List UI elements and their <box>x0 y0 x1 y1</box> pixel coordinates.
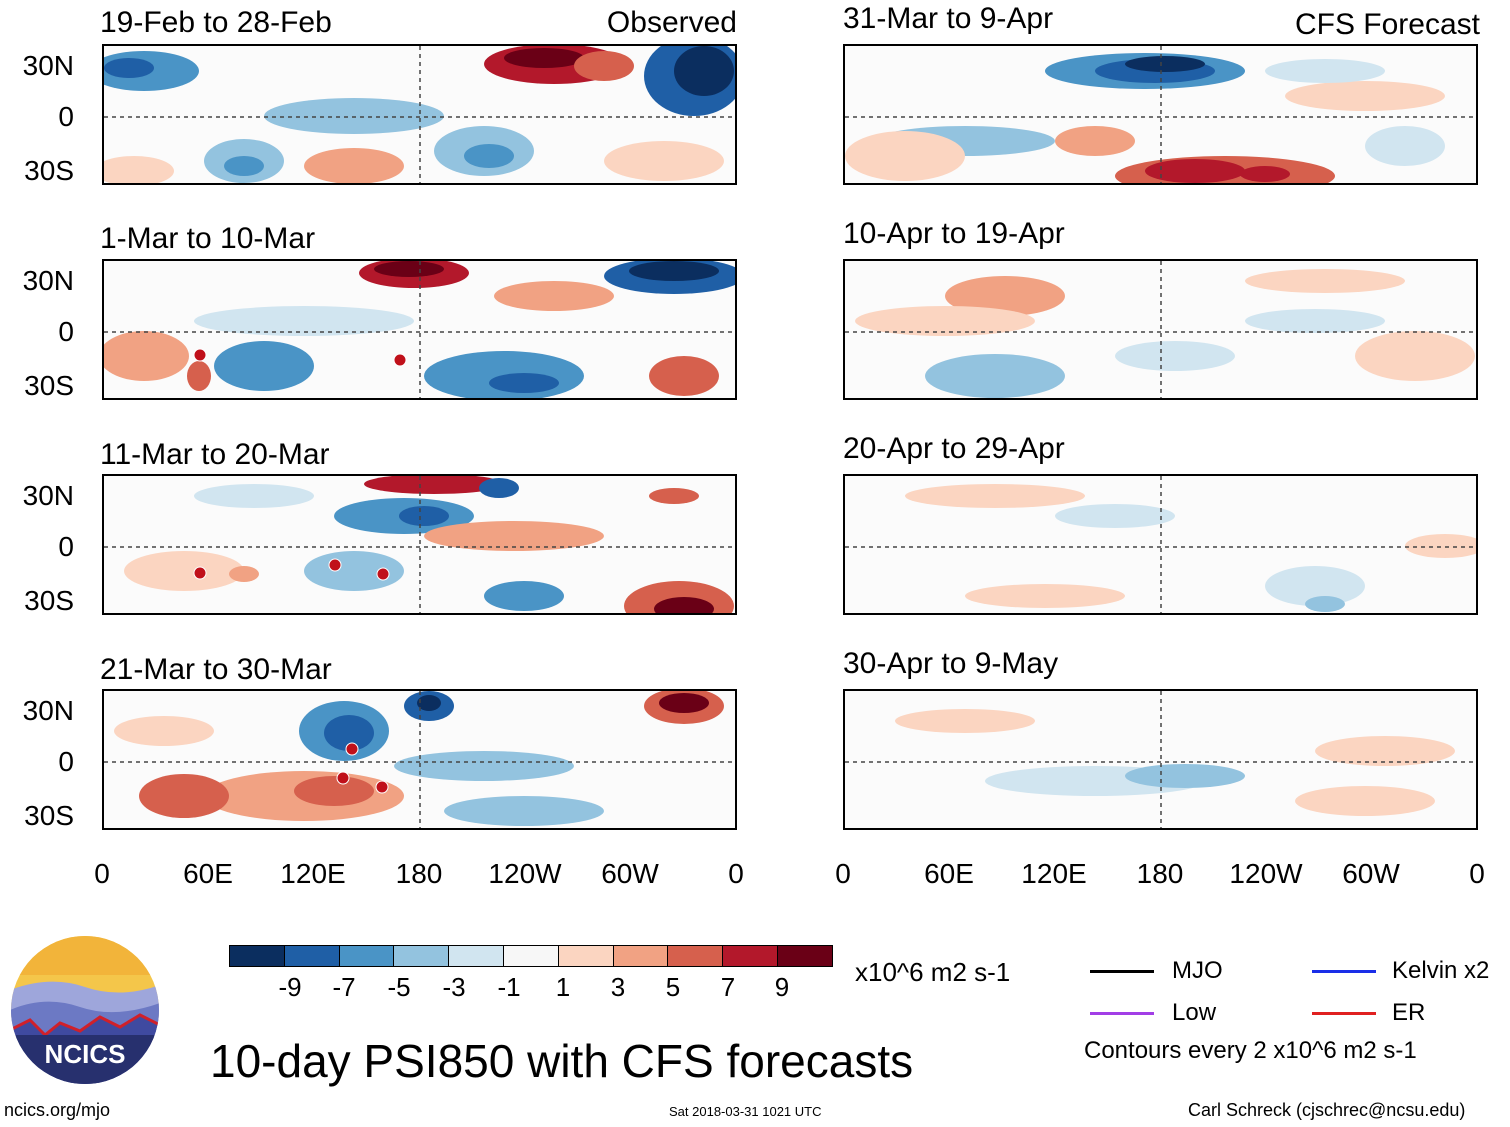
colorbar-swatch <box>722 945 778 967</box>
lat-label: 30S <box>24 800 74 831</box>
lat-label: 0 <box>58 531 74 562</box>
colorbar-swatch <box>229 945 285 967</box>
field-map <box>104 476 735 613</box>
panel-label: CFS Forecast <box>1294 8 1480 41</box>
legend-label: MJO <box>1172 957 1223 984</box>
map-panel <box>843 474 1478 615</box>
field-map <box>845 691 1476 828</box>
lon-label: 0 <box>728 858 744 889</box>
map-panel <box>102 689 737 830</box>
map-panel <box>843 259 1478 400</box>
colorbar-tick: 1 <box>555 972 571 1002</box>
contour-note: Contours every 2 x10^6 m2 s-1 <box>1084 1037 1417 1064</box>
panel-title: 30-Apr to 9-May <box>843 647 1059 680</box>
storm-marker-icon <box>345 742 359 756</box>
colorbar-tick: -3 <box>442 972 466 1002</box>
map-panel <box>102 474 737 615</box>
colorbar-swatch <box>393 945 450 967</box>
lon-label: 120E <box>280 858 346 889</box>
lon-label: 180 <box>1136 858 1184 889</box>
panel-title: 31-Mar to 9-Apr <box>843 2 1054 35</box>
panel-title: 21-Mar to 30-Mar <box>100 653 332 686</box>
footer-timestamp: Sat 2018-03-31 1021 UTC <box>669 1104 822 1119</box>
lat-label: 30N <box>22 480 74 511</box>
field-map <box>845 261 1476 398</box>
colorbar-swatch <box>777 945 833 967</box>
panel-title: 20-Apr to 29-Apr <box>843 432 1065 465</box>
legend-label: Low <box>1172 999 1217 1026</box>
colorbar-swatch <box>667 945 724 967</box>
legend-label: Kelvin x2 <box>1392 957 1490 984</box>
lon-label: 0 <box>835 858 851 889</box>
footer-link[interactable]: ncics.org/mjo <box>4 1100 111 1120</box>
storm-marker-icon <box>193 566 207 580</box>
lon-label: 60W <box>601 858 659 889</box>
panel-title: 19-Feb to 28-Feb <box>100 6 332 39</box>
field-map <box>845 476 1476 613</box>
colorbar-swatch <box>557 945 614 967</box>
lat-label: 30N <box>22 695 74 726</box>
lat-label: 30S <box>24 370 74 401</box>
panel-label: Observed <box>606 6 737 39</box>
storm-marker-icon <box>336 771 350 785</box>
map-panel <box>102 259 737 400</box>
map-panel <box>102 44 737 185</box>
storm-marker-icon <box>328 558 342 572</box>
lat-label: 0 <box>58 316 74 347</box>
lat-label: 30N <box>22 265 74 296</box>
legend-line-kelvin <box>1312 970 1376 973</box>
storm-marker-icon <box>193 348 207 362</box>
lon-label: 120W <box>1229 858 1303 889</box>
colorbar-tick: 5 <box>665 972 681 1002</box>
colorbar-tick: -9 <box>278 972 302 1002</box>
colorbar-tick: -7 <box>332 972 356 1002</box>
colorbar-swatch <box>283 945 340 967</box>
lat-label: 0 <box>58 101 74 132</box>
lon-label: 0 <box>1469 858 1485 889</box>
field-map <box>104 691 735 828</box>
panel-title: 1-Mar to 10-Mar <box>100 222 316 255</box>
colorbar-swatch <box>612 945 669 967</box>
map-panel <box>843 689 1478 830</box>
lon-label: 60E <box>924 858 974 889</box>
ncics-logo: NCICS <box>10 935 160 1085</box>
panel-title: 11-Mar to 20-Mar <box>100 438 330 471</box>
colorbar-units: x10^6 m2 s-1 <box>855 957 1011 987</box>
lon-label: 60W <box>1342 858 1400 889</box>
legend-line-mjo <box>1090 970 1154 973</box>
main-title: 10-day PSI850 with CFS forecasts <box>210 1035 914 1087</box>
storm-marker-icon <box>375 780 389 794</box>
lon-label: 120W <box>488 858 562 889</box>
colorbar-tick: -5 <box>387 972 411 1002</box>
legend-line-low <box>1090 1012 1154 1015</box>
map-panel <box>843 44 1478 185</box>
colorbar-swatch <box>448 945 504 967</box>
logo-icon: NCICS <box>11 936 159 1084</box>
footer-author: Carl Schreck (cjschrec@ncsu.edu) <box>1188 1100 1466 1120</box>
colorbar-tick: 3 <box>610 972 626 1002</box>
lon-label: 120E <box>1021 858 1087 889</box>
colorbar-swatch <box>503 945 559 967</box>
lat-label: 30S <box>24 585 74 616</box>
storm-marker-icon <box>376 567 390 581</box>
colorbar-swatch <box>338 945 395 967</box>
svg-text:NCICS: NCICS <box>45 1039 126 1069</box>
lat-label: 30N <box>22 50 74 81</box>
field-map <box>845 46 1476 183</box>
colorbar-tick: 7 <box>720 972 736 1002</box>
lat-label: 0 <box>58 746 74 777</box>
panel-title: 10-Apr to 19-Apr <box>843 217 1065 250</box>
lat-label: 30S <box>24 155 74 186</box>
field-map <box>104 261 735 398</box>
colorbar-tick: 9 <box>774 972 790 1002</box>
field-map <box>104 46 735 183</box>
storm-marker-icon <box>393 353 407 367</box>
lon-label: 180 <box>395 858 443 889</box>
legend-line-er <box>1312 1012 1376 1015</box>
lon-label: 60E <box>183 858 233 889</box>
legend-label: ER <box>1392 999 1426 1026</box>
colorbar-tick: -1 <box>497 972 521 1002</box>
lon-label: 0 <box>94 858 110 889</box>
